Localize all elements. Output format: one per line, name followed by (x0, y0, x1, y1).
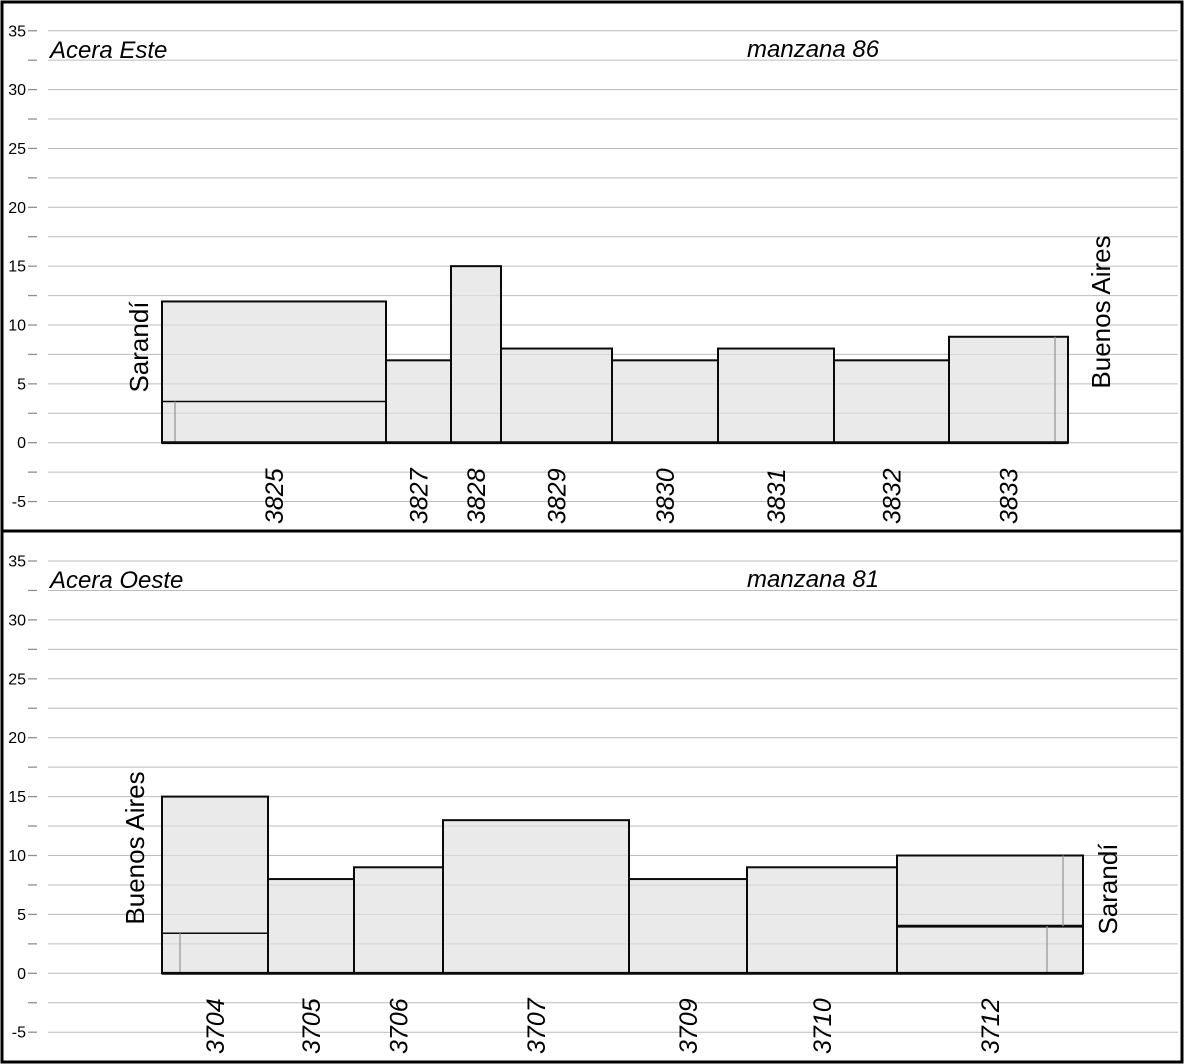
bar (161, 300, 387, 444)
x-axis-label: 3709 (675, 998, 703, 1054)
bar (611, 359, 719, 444)
bar (267, 878, 355, 975)
y-axis-label: 0 (17, 435, 26, 452)
bar (442, 819, 630, 975)
y-axis-label: 30 (8, 612, 26, 629)
y-axis-label: 20 (8, 730, 26, 747)
y-axis-label: 5 (17, 907, 26, 924)
bar (385, 359, 452, 444)
bar (161, 795, 269, 975)
y-axis-label: 25 (8, 141, 26, 158)
x-axis-label: 3831 (763, 468, 791, 524)
y-axis-label: 0 (17, 966, 26, 983)
panel-top-left-street-label: Sarandí (124, 301, 154, 393)
x-axis-label: 3825 (261, 468, 289, 524)
x-axis-label: 3827 (406, 467, 434, 524)
bar (628, 878, 748, 975)
x-axis-label: 3828 (463, 468, 491, 524)
y-axis-label: 15 (8, 789, 26, 806)
x-axis-label: 3829 (544, 468, 572, 524)
y-axis-label: 5 (17, 376, 26, 393)
x-axis-label: 3830 (652, 468, 680, 524)
bar (896, 854, 1084, 975)
y-axis-label: 25 (8, 671, 26, 688)
panel-top-title: Acera Este (48, 37, 167, 64)
bar (833, 359, 950, 444)
y-axis-label: -5 (12, 494, 26, 511)
bar (948, 335, 1069, 444)
x-axis-label: 3706 (386, 998, 414, 1054)
bar (746, 866, 898, 975)
x-axis-label: 3704 (202, 998, 230, 1054)
x-axis-label: 3707 (523, 997, 551, 1054)
x-axis-label: 3710 (809, 998, 837, 1054)
x-axis-label: 3832 (879, 468, 907, 524)
x-axis-label: 3833 (996, 468, 1024, 524)
panel-top-block-label: manzana 86 (747, 36, 880, 63)
bar (500, 347, 613, 444)
y-axis-label: 10 (8, 848, 26, 865)
x-axis-label: 3705 (298, 998, 326, 1054)
bar (450, 265, 502, 444)
panel-bottom-block-label: manzana 81 (747, 566, 879, 593)
y-axis-label: 35 (8, 23, 26, 40)
panel-top-right-street-label: Buenos Aires (1086, 235, 1116, 388)
chart-layers: -5 0 5 10 15 20 25 30 35 3825 3827 3828 3829 3830 3831… (8, 23, 1178, 1054)
y-axis-label: -5 (12, 1025, 26, 1042)
bar (353, 866, 444, 975)
panel-bottom-title: Acera Oeste (48, 567, 183, 594)
panel-bottom-left-street-label: Buenos Aires (120, 771, 150, 924)
y-axis-label: 35 (8, 554, 26, 571)
bar (717, 347, 835, 444)
x-axis-label: 3712 (977, 998, 1005, 1054)
y-axis-label: 30 (8, 82, 26, 99)
y-axis-label: 10 (8, 318, 26, 335)
y-axis-label: 15 (8, 259, 26, 276)
y-axis-label: 20 (8, 200, 26, 217)
panel-bottom-right-street-label: Sarandí (1093, 843, 1123, 935)
